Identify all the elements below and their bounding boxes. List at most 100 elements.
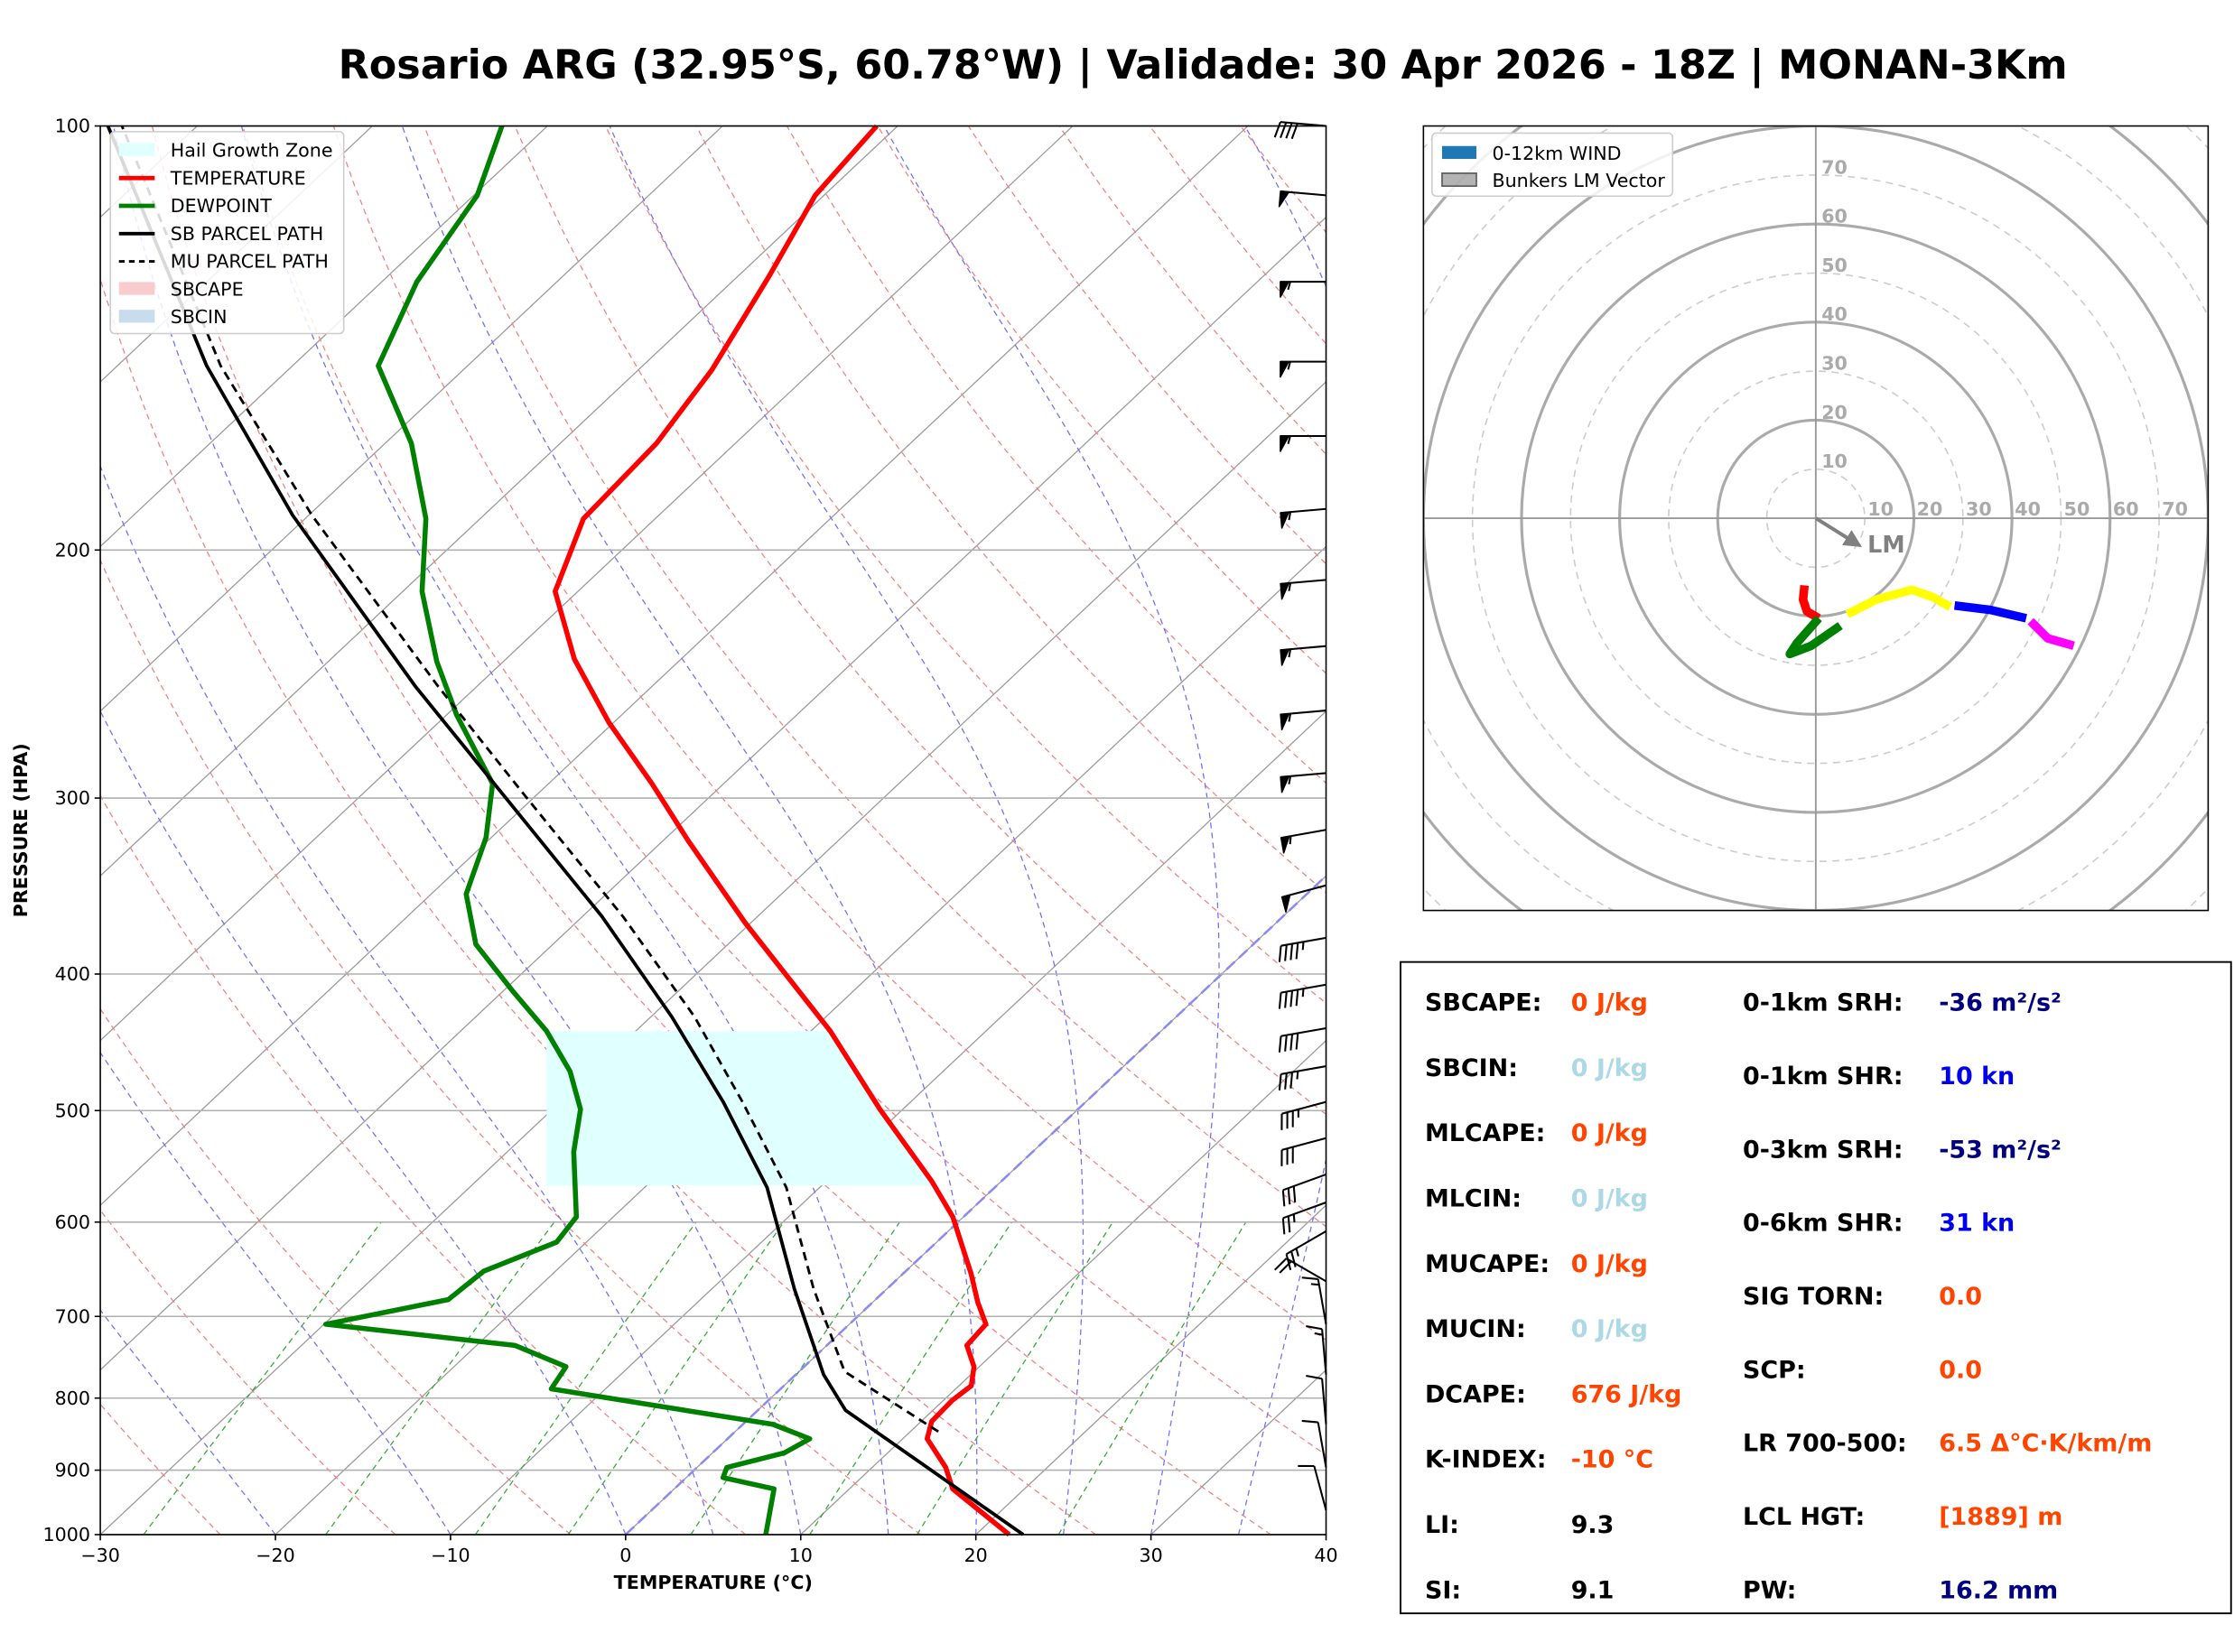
stats-panel — [1400, 961, 2232, 1615]
y-tick-label: 900 — [55, 1460, 90, 1481]
wind-barb — [1278, 1065, 1326, 1091]
hodograph-segment — [1785, 615, 1843, 659]
wind-barb — [1278, 190, 1326, 208]
stat-value: 676 J/kg — [1571, 1380, 1682, 1408]
wind-barb — [1281, 1173, 1326, 1207]
y-tick-label: 600 — [55, 1211, 90, 1233]
wind-barb — [1280, 579, 1326, 600]
barb-staff — [1278, 1065, 1326, 1091]
wind-barb — [1278, 983, 1326, 1009]
y-tick-label: 400 — [55, 963, 90, 985]
isotherm — [100, 125, 1074, 1042]
barb-staff — [1301, 1419, 1327, 1468]
profile-line — [322, 125, 813, 1536]
y-tick-label: 800 — [55, 1387, 90, 1409]
y-axis-label: PRESSURE (HPA) — [10, 743, 32, 917]
wind-barb — [1280, 1137, 1326, 1166]
stat-label: SCP: — [1743, 1356, 1806, 1384]
dry-adiabat — [786, 125, 1326, 784]
y-tick-label: 700 — [55, 1305, 90, 1327]
profile-line — [120, 125, 939, 1434]
stat-label: 0-1km SHR: — [1743, 1063, 1903, 1091]
isotherm — [275, 545, 1326, 1535]
barb-pennant — [1280, 511, 1290, 529]
stat-value: 16.2 mm — [1939, 1576, 2058, 1604]
legend-label: Hail Growth Zone — [171, 140, 333, 162]
stat-label: PW: — [1743, 1576, 1796, 1604]
stat-value: 0 J/kg — [1571, 1119, 1648, 1147]
wind-barb — [1280, 1100, 1326, 1130]
stat-value: 0 J/kg — [1571, 1054, 1648, 1082]
stat-value: 9.3 — [1571, 1511, 1615, 1539]
stat-value: 0 J/kg — [1571, 1185, 1648, 1213]
moist-adiabat — [401, 125, 978, 1535]
stat-value: 0 J/kg — [1571, 1250, 1648, 1278]
stat-label: LI: — [1425, 1511, 1459, 1539]
moist-adiabat — [883, 125, 1220, 1535]
ring-label: 20 — [1917, 498, 1943, 520]
legend-swatch — [118, 282, 155, 295]
stat-value: -53 m²/s² — [1939, 1136, 2062, 1164]
stat-label: SIG TORN: — [1743, 1283, 1884, 1311]
stat-label: MLCAPE: — [1425, 1119, 1546, 1147]
mixing-ratio-line — [474, 1221, 697, 1535]
stat-label: K-INDEX: — [1425, 1446, 1547, 1474]
moist-adiabat — [100, 1309, 276, 1535]
barb-pennant — [1280, 360, 1290, 378]
legend-swatch — [1441, 145, 1477, 160]
isotherm — [100, 216, 1326, 1371]
stat-label: SBCIN: — [1425, 1054, 1518, 1082]
ring-label: 70 — [1821, 156, 1848, 178]
barb-pennant — [1280, 775, 1290, 794]
ring-label: 60 — [2113, 498, 2139, 520]
wind-barb — [1280, 281, 1326, 298]
isotherm — [800, 1039, 1326, 1535]
dry-adiabat — [242, 125, 1326, 1456]
wind-barb — [1281, 1202, 1326, 1235]
stat-value: 0.0 — [1939, 1283, 1982, 1311]
barb-staff — [1274, 1258, 1327, 1283]
legend-label: SB PARCEL PATH — [171, 223, 323, 245]
wind-barb — [1278, 936, 1326, 962]
barb-staff — [1301, 1276, 1327, 1325]
legend-label: 0-12km WIND — [1492, 143, 1621, 164]
stat-label: 0-3km SRH: — [1743, 1136, 1903, 1164]
dry-adiabat — [605, 125, 1326, 1005]
legend-label: TEMPERATURE — [170, 167, 306, 189]
wind-barb — [1273, 121, 1326, 140]
isotherm — [450, 710, 1326, 1535]
ring-label: 50 — [1821, 255, 1848, 276]
barb-staff — [1281, 1173, 1326, 1207]
wind-barb — [1280, 772, 1326, 794]
barb-pennant — [1280, 582, 1290, 600]
stat-value: -36 m²/s² — [1939, 989, 2062, 1017]
wind-barb — [1274, 1258, 1327, 1283]
x-tick-label: 20 — [964, 1545, 988, 1566]
storm-motion-label: LM — [1867, 531, 1904, 558]
y-tick-label: 200 — [55, 539, 90, 561]
moist-adiabat — [609, 125, 1084, 1535]
wind-barb — [1280, 434, 1326, 452]
ring-label: 70 — [2162, 498, 2188, 520]
y-tick-label: 300 — [55, 787, 90, 809]
profiles — [546, 1031, 935, 1186]
hail-growth-zone — [546, 1031, 935, 1186]
ring-label: 40 — [1821, 303, 1848, 325]
ring-label: 30 — [1821, 353, 1848, 375]
x-axis-label: TEMPERATURE (°C) — [614, 1572, 813, 1593]
legend: Hail Growth Zone TEMPERATURE DEWPOINT SB PA… — [109, 131, 345, 335]
x-tick-label: 0 — [619, 1545, 631, 1566]
stat-label: MUCAPE: — [1425, 1250, 1550, 1278]
legend-label: Bunkers LM Vector — [1492, 170, 1665, 191]
stat-label: 0-1km SRH: — [1743, 989, 1903, 1017]
barb-pennant — [1280, 435, 1290, 452]
isotherm — [100, 381, 1326, 1535]
wind-barb — [1298, 1464, 1327, 1511]
stat-value: [1889] m — [1939, 1503, 2062, 1531]
wind-barb — [1278, 1026, 1326, 1053]
ring-label: 30 — [1966, 498, 1992, 520]
profile-line — [553, 124, 1011, 1537]
ring-label: 40 — [2015, 498, 2041, 520]
x-tick-label: 30 — [1139, 1545, 1162, 1566]
